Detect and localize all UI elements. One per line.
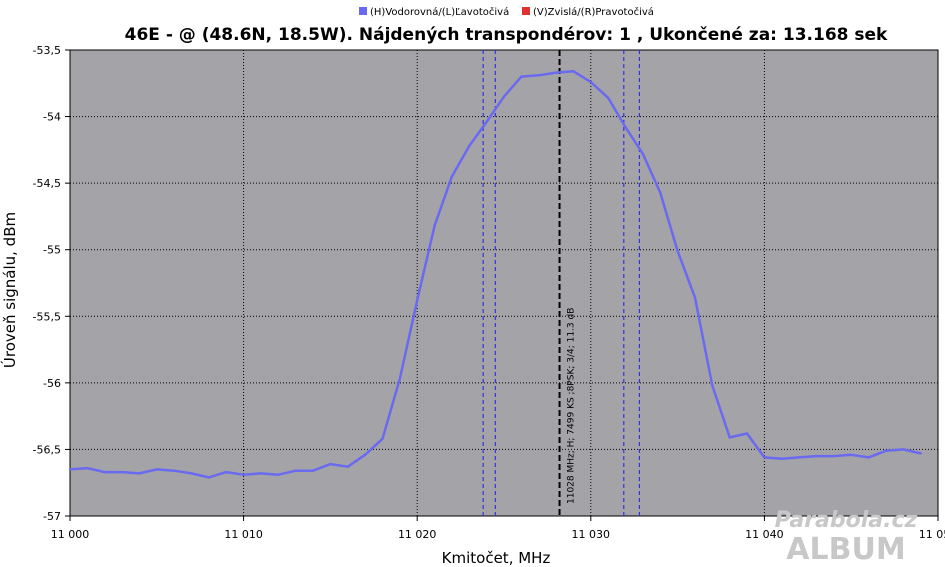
plot-area bbox=[69, 49, 939, 517]
data-point bbox=[277, 473, 280, 476]
data-point bbox=[659, 191, 662, 194]
data-point bbox=[572, 70, 575, 73]
y-tick-label: -56 bbox=[43, 377, 61, 390]
watermark-line-2: ALBUM bbox=[786, 532, 905, 567]
legend-swatch-h bbox=[359, 7, 367, 15]
legend-label-v: (V)Zvislá/(R)Pravotočivá bbox=[533, 6, 654, 18]
data-point bbox=[433, 224, 436, 227]
y-axis-ticks: -53,5 -54 -54,5 -55 -55,5 -56 -56,5 -57 bbox=[33, 44, 70, 523]
data-point bbox=[259, 472, 263, 475]
data-point bbox=[103, 470, 106, 474]
data-point bbox=[398, 377, 402, 381]
data-point bbox=[780, 457, 783, 460]
data-point bbox=[120, 470, 124, 474]
data-point bbox=[68, 468, 72, 471]
data-point bbox=[294, 469, 297, 472]
grid bbox=[70, 49, 939, 516]
data-point bbox=[502, 95, 506, 98]
y-tick-label: -56,5 bbox=[33, 443, 61, 456]
data-point bbox=[676, 249, 679, 253]
transponder-markers: 11028 MHz; H; 7499 KS ;8PSK; 3/4; 11.3 d… bbox=[482, 50, 641, 516]
data-point bbox=[641, 152, 645, 156]
data-point bbox=[190, 472, 193, 475]
data-point bbox=[363, 453, 367, 456]
legend-swatch-v bbox=[522, 7, 530, 15]
y-tick-label: -55 bbox=[43, 244, 61, 257]
data-point bbox=[728, 436, 731, 439]
x-axis-ticks: 11 000 11 010 11 020 11 030 11 040 11 050 bbox=[51, 516, 945, 541]
transponder-label: 11028 MHz; H; 7499 KS ;8PSK; 3/4; 11.3 d… bbox=[567, 308, 577, 504]
data-point bbox=[468, 144, 471, 148]
data-point bbox=[86, 466, 89, 470]
data-point bbox=[311, 469, 315, 472]
legend: (H)Vodorovná/(L)Ľavotočivá (V)Zvislá/(R)… bbox=[359, 6, 654, 18]
x-tick-label: 11 000 bbox=[51, 528, 90, 541]
data-point bbox=[381, 437, 384, 440]
chart-title: 46E - @ (48.6N, 18.5W). Nájdených transp… bbox=[125, 25, 888, 45]
data-point bbox=[867, 456, 870, 459]
data-point bbox=[589, 80, 592, 84]
y-tick-label: -55,5 bbox=[33, 310, 61, 323]
data-point bbox=[450, 175, 454, 178]
data-point bbox=[520, 75, 523, 78]
data-point bbox=[624, 126, 627, 129]
data-point bbox=[763, 456, 766, 459]
series-layer bbox=[68, 70, 922, 479]
data-point bbox=[138, 472, 141, 475]
data-point bbox=[919, 452, 922, 455]
data-point bbox=[711, 384, 714, 387]
data-point bbox=[485, 120, 488, 124]
x-tick-label: 11 010 bbox=[224, 528, 263, 541]
data-point bbox=[172, 469, 176, 472]
data-point bbox=[693, 296, 697, 299]
data-point bbox=[902, 448, 905, 451]
data-point bbox=[242, 473, 245, 476]
data-point bbox=[606, 96, 610, 100]
x-axis-title: Kmitočet, MHz bbox=[442, 549, 551, 567]
x-tick-label: 11 050 bbox=[919, 528, 945, 541]
y-tick-label: -53,5 bbox=[33, 44, 61, 57]
data-point bbox=[346, 465, 349, 468]
data-point bbox=[554, 71, 558, 74]
legend-label-h: (H)Vodorovná/(L)Ľavotočivá bbox=[370, 6, 509, 18]
data-point bbox=[797, 456, 801, 459]
data-point bbox=[329, 462, 332, 466]
data-point bbox=[815, 454, 818, 458]
data-point bbox=[537, 74, 540, 77]
data-point bbox=[832, 454, 836, 458]
data-point bbox=[850, 453, 853, 456]
watermark-line-1: Parabola.cz bbox=[775, 508, 918, 533]
x-tick-label: 11 040 bbox=[745, 528, 784, 541]
data-point bbox=[207, 476, 211, 479]
y-axis-title: Úroveň signálu, dBm bbox=[0, 212, 19, 368]
data-point bbox=[225, 470, 228, 474]
x-tick-label: 11 030 bbox=[572, 528, 611, 541]
y-tick-label: -57 bbox=[43, 510, 61, 523]
data-point bbox=[155, 468, 158, 471]
watermark: Parabola.cz ALBUM bbox=[775, 508, 918, 567]
data-point bbox=[745, 432, 749, 435]
y-tick-label: -54 bbox=[43, 111, 61, 124]
series-line bbox=[69, 70, 921, 479]
x-tick-label: 11 020 bbox=[398, 528, 437, 541]
y-tick-label: -54,5 bbox=[33, 177, 61, 190]
data-point bbox=[416, 299, 419, 302]
data-point bbox=[884, 449, 888, 452]
